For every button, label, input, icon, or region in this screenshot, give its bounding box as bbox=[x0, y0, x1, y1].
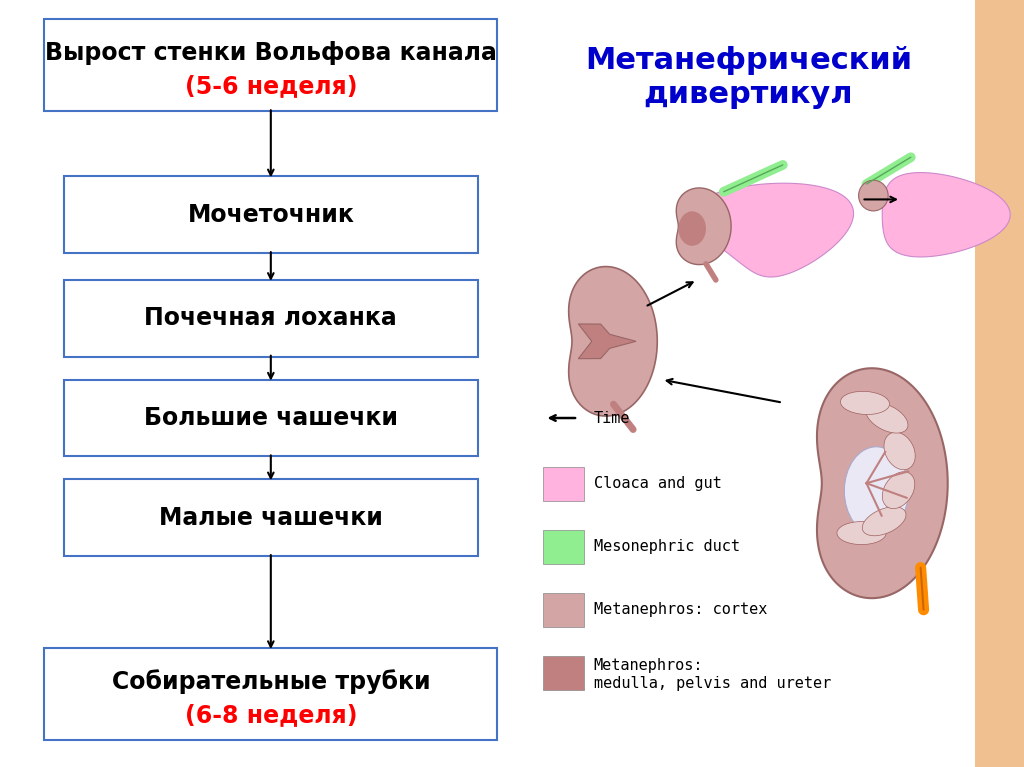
Polygon shape bbox=[817, 368, 947, 598]
Text: medulla, pelvis and ureter: medulla, pelvis and ureter bbox=[594, 676, 831, 691]
Ellipse shape bbox=[679, 211, 706, 246]
FancyBboxPatch shape bbox=[65, 280, 477, 357]
Text: Метанефрический
дивертикул: Метанефрический дивертикул bbox=[585, 46, 912, 109]
FancyBboxPatch shape bbox=[65, 479, 477, 556]
Ellipse shape bbox=[862, 507, 906, 536]
Ellipse shape bbox=[865, 403, 908, 433]
Text: Вырост стенки Вольфова канала: Вырост стенки Вольфова канала bbox=[45, 41, 497, 64]
Ellipse shape bbox=[883, 472, 914, 509]
Text: Собирательные трубки: Собирательные трубки bbox=[112, 669, 430, 694]
Polygon shape bbox=[691, 183, 854, 277]
FancyBboxPatch shape bbox=[543, 530, 584, 564]
Text: (6-8 неделя): (6-8 неделя) bbox=[184, 703, 357, 727]
FancyBboxPatch shape bbox=[44, 19, 498, 111]
FancyBboxPatch shape bbox=[65, 380, 477, 456]
Text: (5-6 неделя): (5-6 неделя) bbox=[184, 74, 357, 98]
Text: Mesonephric duct: Mesonephric duct bbox=[594, 539, 739, 555]
Polygon shape bbox=[676, 188, 731, 265]
Text: Большие чашечки: Большие чашечки bbox=[143, 406, 397, 430]
Ellipse shape bbox=[845, 446, 908, 535]
FancyBboxPatch shape bbox=[975, 0, 1024, 767]
FancyBboxPatch shape bbox=[65, 176, 477, 253]
Text: Мочеточник: Мочеточник bbox=[187, 202, 354, 227]
Polygon shape bbox=[883, 173, 1011, 257]
Ellipse shape bbox=[858, 180, 888, 211]
Text: Малые чашечки: Малые чашечки bbox=[159, 505, 383, 530]
FancyBboxPatch shape bbox=[44, 648, 498, 740]
Ellipse shape bbox=[837, 522, 886, 545]
FancyBboxPatch shape bbox=[543, 593, 584, 627]
Text: Metanephros: cortex: Metanephros: cortex bbox=[594, 602, 767, 617]
Text: Time: Time bbox=[594, 410, 630, 426]
Ellipse shape bbox=[841, 391, 890, 414]
Text: Metanephros:: Metanephros: bbox=[594, 658, 703, 673]
Polygon shape bbox=[579, 324, 636, 359]
Text: Cloaca and gut: Cloaca and gut bbox=[594, 476, 722, 492]
FancyBboxPatch shape bbox=[543, 467, 584, 501]
Polygon shape bbox=[568, 267, 657, 416]
FancyBboxPatch shape bbox=[543, 656, 584, 690]
Text: Почечная лоханка: Почечная лоханка bbox=[144, 306, 397, 331]
Ellipse shape bbox=[884, 433, 915, 469]
